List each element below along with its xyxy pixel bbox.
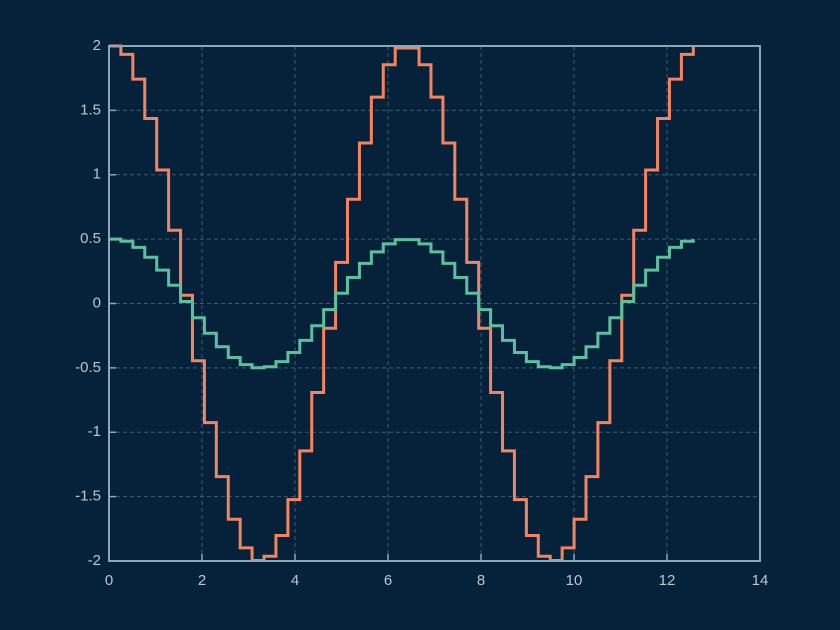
y-tick-label: -2 [88,552,101,569]
x-tick-label: 6 [384,572,392,589]
y-tick-label: 2 [93,37,101,54]
y-tick-label: 1 [93,166,101,183]
y-tick-label: 0.5 [80,230,101,247]
y-tick-label: -0.5 [75,359,101,376]
y-tick-label: 0 [93,294,101,311]
x-tick-label: 4 [291,572,299,589]
y-tick-label: -1 [88,423,101,440]
series-line [109,237,695,370]
x-tick-label: 10 [566,572,583,589]
x-tick-label: 2 [198,572,206,589]
series-line [109,44,695,562]
x-tick-label: 12 [659,572,676,589]
y-tick-label: -1.5 [75,488,101,505]
plot-frame [108,45,761,562]
x-tick-label: 8 [477,572,485,589]
y-tick-label: 1.5 [80,101,101,118]
x-tick-label: 0 [105,572,113,589]
x-tick-label: 14 [752,572,769,589]
